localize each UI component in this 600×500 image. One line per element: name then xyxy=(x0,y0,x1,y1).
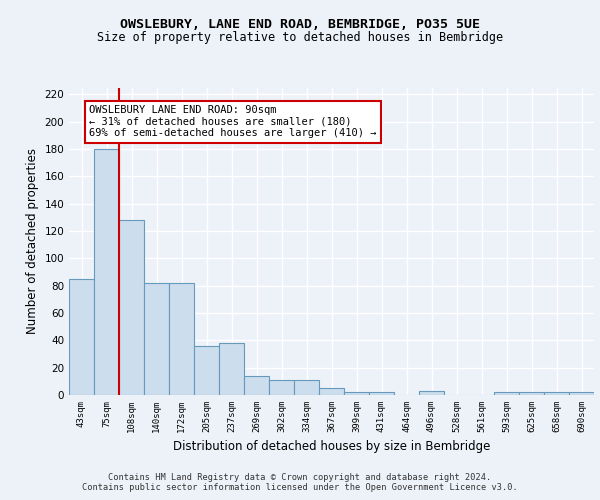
Text: Contains HM Land Registry data © Crown copyright and database right 2024.
Contai: Contains HM Land Registry data © Crown c… xyxy=(82,473,518,492)
Bar xyxy=(119,220,144,395)
Bar xyxy=(194,346,219,395)
Bar xyxy=(344,392,369,395)
Text: OWSLEBURY LANE END ROAD: 90sqm
← 31% of detached houses are smaller (180)
69% of: OWSLEBURY LANE END ROAD: 90sqm ← 31% of … xyxy=(89,106,377,138)
Text: OWSLEBURY, LANE END ROAD, BEMBRIDGE, PO35 5UE: OWSLEBURY, LANE END ROAD, BEMBRIDGE, PO3… xyxy=(120,18,480,30)
Bar xyxy=(244,376,269,395)
Bar xyxy=(94,149,119,395)
Bar xyxy=(169,283,194,395)
X-axis label: Distribution of detached houses by size in Bembridge: Distribution of detached houses by size … xyxy=(173,440,490,454)
Bar xyxy=(369,392,394,395)
Y-axis label: Number of detached properties: Number of detached properties xyxy=(26,148,39,334)
Bar xyxy=(144,283,169,395)
Bar xyxy=(294,380,319,395)
Bar xyxy=(419,391,444,395)
Text: Size of property relative to detached houses in Bembridge: Size of property relative to detached ho… xyxy=(97,32,503,44)
Bar xyxy=(269,380,294,395)
Bar xyxy=(519,392,544,395)
Bar xyxy=(319,388,344,395)
Bar xyxy=(569,392,594,395)
Bar xyxy=(544,392,569,395)
Bar xyxy=(219,343,244,395)
Bar xyxy=(494,392,519,395)
Bar xyxy=(69,279,94,395)
